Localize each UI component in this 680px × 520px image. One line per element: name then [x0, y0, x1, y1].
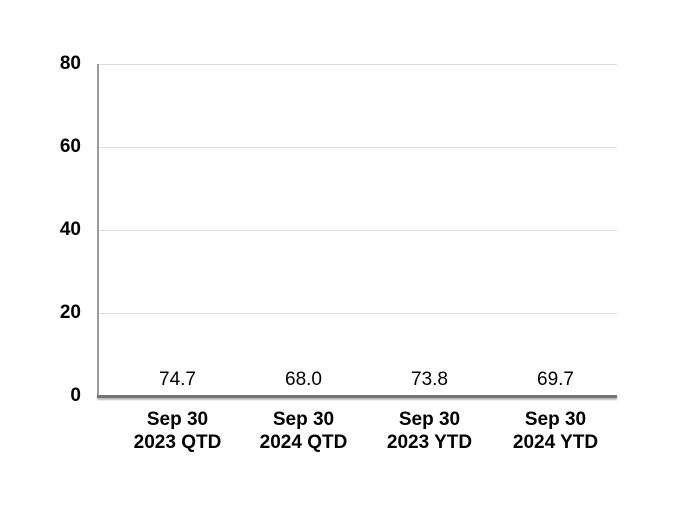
- x-tick-label-line: 2024 QTD: [259, 432, 348, 453]
- x-tick-label-0: Sep 30 2023 QTD: [134, 408, 222, 454]
- x-tick-label-line: Sep 30: [524, 409, 587, 430]
- x-tick-label-line: Sep 30: [146, 409, 209, 430]
- gridline-40: [97, 230, 617, 231]
- x-tick-label-line: 2023 QTD: [133, 432, 222, 453]
- y-tick-label-60: 60: [59, 136, 81, 157]
- gridline-20: [97, 313, 617, 314]
- bar-value-label: 74.7: [159, 369, 196, 390]
- x-tick-label-line: 2023 YTD: [386, 432, 473, 453]
- y-axis-tick-labels: 0 20 40 60 80: [0, 54, 81, 406]
- bar-value-label: 69.7: [537, 369, 574, 390]
- x-axis-category-labels: Sep 30 2023 QTD Sep 30 2024 QTD Sep 30 2023 Y…: [97, 408, 617, 454]
- x-tick-label-2: Sep 30 2023 YTD: [386, 408, 473, 454]
- y-tick-label-40: 40: [59, 219, 81, 240]
- bar-group-3: 69.7: [515, 370, 596, 396]
- x-tick-label-3: Sep 30 2024 YTD: [512, 408, 599, 454]
- bar-value-label: 68.0: [285, 369, 322, 390]
- x-tick-label-line: 2024 YTD: [512, 432, 599, 453]
- bar-value-label: 73.8: [411, 369, 448, 390]
- bar-group-0: 74.7: [137, 370, 218, 396]
- bar-group-1: 68.0: [263, 370, 344, 396]
- bar-group-2: 73.8: [389, 370, 470, 396]
- gridline-80: [97, 64, 617, 65]
- y-tick-label-80: 80: [59, 53, 81, 74]
- y-axis-line: [97, 64, 99, 396]
- plot-area: 74.7 68.0 73.8 69.7: [97, 64, 617, 398]
- bars-container: 74.7 68.0 73.8 69.7: [97, 64, 617, 396]
- x-tick-label-line: Sep 30: [398, 409, 461, 430]
- gridline-60: [97, 147, 617, 148]
- x-tick-label-1: Sep 30 2024 QTD: [260, 408, 348, 454]
- x-tick-label-line: Sep 30: [272, 409, 335, 430]
- y-tick-label-20: 20: [59, 302, 81, 323]
- x-axis-baseline: [97, 395, 617, 398]
- y-tick-label-0: 0: [70, 385, 81, 406]
